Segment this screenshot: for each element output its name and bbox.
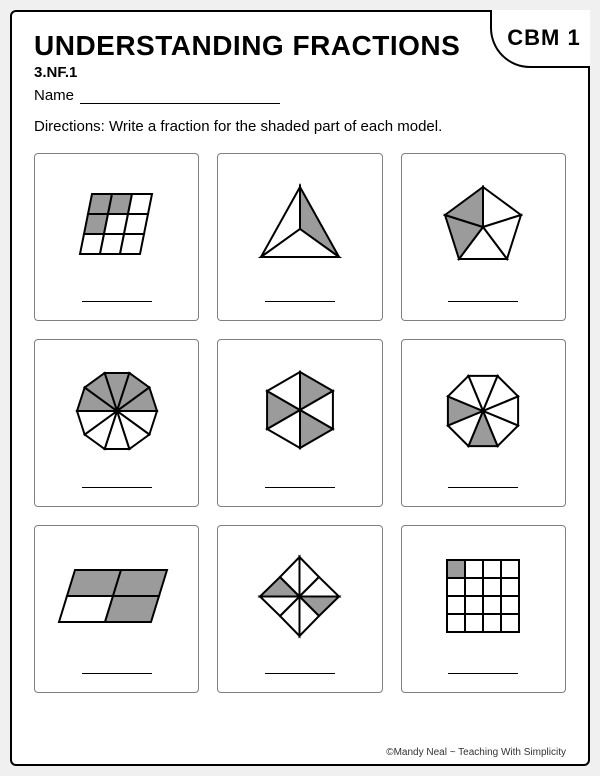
answer-line-8[interactable] [265,672,335,674]
cell-1 [34,153,199,321]
answer-line-2[interactable] [265,300,335,302]
badge-text: CBM 1 [507,25,580,51]
answer-line-9[interactable] [448,672,518,674]
shape-triangle [224,164,375,284]
cell-4 [34,339,199,507]
name-label: Name [34,87,74,104]
cell-8 [217,525,382,693]
answer-line-6[interactable] [448,486,518,488]
cell-5 [217,339,382,507]
cbm-badge: CBM 1 [490,10,590,68]
shape-hexagon [224,350,375,470]
name-row: Name [34,87,566,104]
cell-7 [34,525,199,693]
answer-line-1[interactable] [82,300,152,302]
model-grid [34,153,566,693]
answer-line-4[interactable] [82,486,152,488]
shape-parallelogram-4 [41,536,192,656]
name-input-line[interactable] [80,90,280,104]
shape-octagon [408,350,559,470]
cell-2 [217,153,382,321]
directions-text: Directions: Write a fraction for the sha… [34,118,566,135]
shape-parallelogram-grid [41,164,192,284]
shape-decagon [41,350,192,470]
standard-code: 3.NF.1 [34,64,566,81]
worksheet-page: CBM 1 UNDERSTANDING FRACTIONS 3.NF.1 Nam… [10,10,590,766]
footer-credit: ©Mandy Neal ~ Teaching With Simplicity [386,747,566,758]
answer-line-7[interactable] [82,672,152,674]
cell-9 [401,525,566,693]
page-title: UNDERSTANDING FRACTIONS [34,30,566,62]
shape-pentagon [408,164,559,284]
cell-3 [401,153,566,321]
shape-diamond [224,536,375,656]
shape-square-grid [408,536,559,656]
answer-line-5[interactable] [265,486,335,488]
answer-line-3[interactable] [448,300,518,302]
cell-6 [401,339,566,507]
